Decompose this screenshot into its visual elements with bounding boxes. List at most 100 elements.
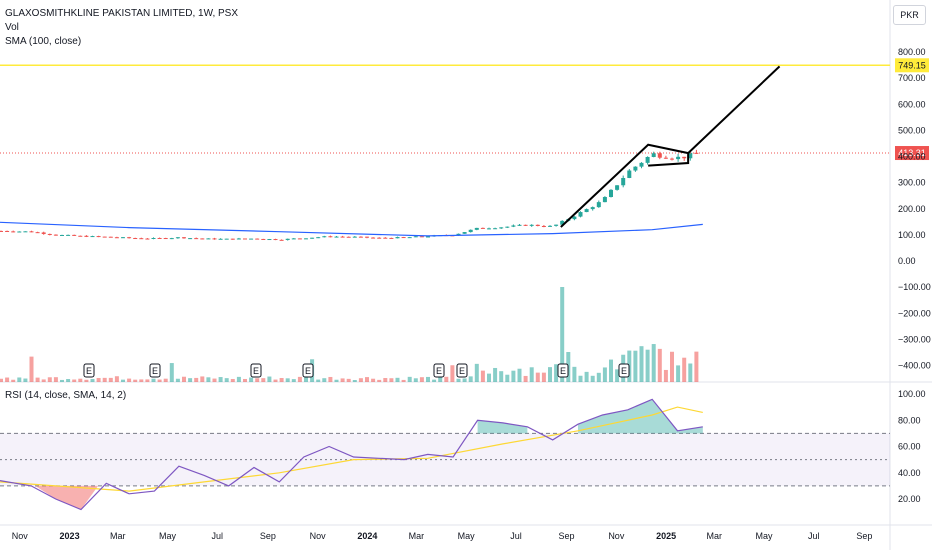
earnings-marker-label: E [86, 366, 92, 376]
earnings-marker: E [456, 363, 468, 378]
candle-body [651, 153, 656, 157]
candle-body [676, 156, 681, 160]
candle-body [310, 237, 315, 239]
candle-body [688, 152, 693, 159]
candle-body [66, 234, 71, 236]
earnings-marker-label: E [459, 366, 465, 376]
candle-body [377, 237, 382, 239]
volume-bar [480, 370, 485, 382]
volume-bar [139, 379, 144, 382]
volume-bar [426, 376, 430, 382]
earnings-marker: E [250, 363, 262, 378]
volume-bar [273, 379, 278, 382]
candle-body [224, 238, 229, 240]
volume-bar [47, 377, 52, 382]
candle-body [11, 231, 16, 233]
time-tick-label: Jul [212, 531, 224, 541]
volume-bar [438, 376, 443, 382]
candle-body [529, 224, 534, 226]
price-tick-label: 800.00 [898, 47, 926, 57]
candle-body [487, 228, 491, 230]
volume-bar [517, 368, 522, 382]
time-tick-label: Nov [608, 531, 625, 541]
rsi-legend[interactable]: RSI (14, close, SMA, 14, 2) [5, 390, 127, 401]
sma-legend[interactable]: SMA (100, close) [5, 36, 82, 47]
candle-body [389, 237, 394, 239]
candle-body [84, 235, 89, 237]
rsi-overbought-fill [477, 420, 528, 434]
chart-title: GLAXOSMITHKLINE PAKISTAN LIMITED, 1W, PS… [5, 8, 239, 19]
price-tick-label: 400.00 [898, 152, 926, 162]
earnings-marker-label: E [152, 366, 158, 376]
candle-body [5, 230, 10, 232]
volume-bar [72, 379, 77, 382]
volume-bar [84, 379, 89, 382]
price-tick-label: 200.00 [898, 204, 926, 214]
volume-bar [96, 378, 101, 382]
candle-body [151, 237, 156, 239]
volume-bar [383, 378, 388, 382]
volume-bar [200, 376, 205, 382]
candle-body [291, 238, 296, 240]
candle-body [114, 237, 119, 239]
volume-legend[interactable]: Vol [5, 22, 19, 33]
volume-bar [590, 375, 595, 382]
earnings-marker-box [83, 363, 95, 378]
candle-body [657, 153, 662, 158]
candle-body [670, 158, 674, 160]
time-tick-label: Nov [310, 531, 327, 541]
volume-bar [651, 344, 656, 382]
volume-bar [352, 379, 357, 382]
candle-body [413, 236, 418, 238]
resistance-price-tag [895, 58, 929, 73]
volume-bar [432, 379, 437, 382]
volume-bar [389, 378, 394, 382]
earnings-marker: E [433, 363, 445, 378]
volume-bar [499, 371, 504, 382]
earnings-marker-box [250, 363, 262, 378]
volume-bar [395, 377, 400, 382]
time-tick-label: Mar [110, 531, 126, 541]
candle-body [584, 209, 589, 213]
volume-bar [529, 367, 534, 382]
candle-body [548, 225, 552, 227]
candle-body [29, 231, 34, 233]
volume-bar [456, 378, 461, 382]
volume-bar [102, 377, 107, 382]
volume-bar [66, 379, 71, 382]
candle-body [163, 238, 168, 240]
volume-bar [5, 377, 10, 382]
earnings-marker-box [557, 363, 569, 378]
candle-body [267, 239, 272, 241]
candle-body [505, 226, 510, 228]
earnings-marker-label: E [253, 366, 259, 376]
candle-body [218, 238, 223, 240]
time-tick-label: Jul [510, 531, 522, 541]
candle-body [371, 237, 376, 239]
volume-bar [90, 378, 95, 382]
earnings-marker: E [302, 363, 314, 378]
candle-body [90, 236, 95, 238]
volume-bar [584, 371, 589, 382]
volume-bar [365, 377, 369, 382]
candle-body [328, 236, 333, 238]
currency-button[interactable]: PKR [893, 5, 926, 25]
volume-bar [285, 378, 290, 382]
earnings-marker-box [456, 363, 468, 378]
volume-bar [188, 378, 193, 382]
volume-bar [419, 377, 424, 382]
candle-body [383, 237, 388, 239]
candle-body [17, 231, 22, 233]
projection-trendline [687, 65, 781, 154]
time-tick-label: May [159, 531, 177, 541]
candle-body [230, 238, 235, 240]
volume-bar [694, 351, 699, 382]
volume-bar [670, 351, 674, 382]
volume-bar [462, 378, 467, 382]
candle-body [285, 238, 290, 240]
volume-bar [230, 378, 235, 382]
candle-body [346, 236, 351, 238]
candle-body [96, 236, 101, 238]
candle-body [602, 196, 607, 203]
